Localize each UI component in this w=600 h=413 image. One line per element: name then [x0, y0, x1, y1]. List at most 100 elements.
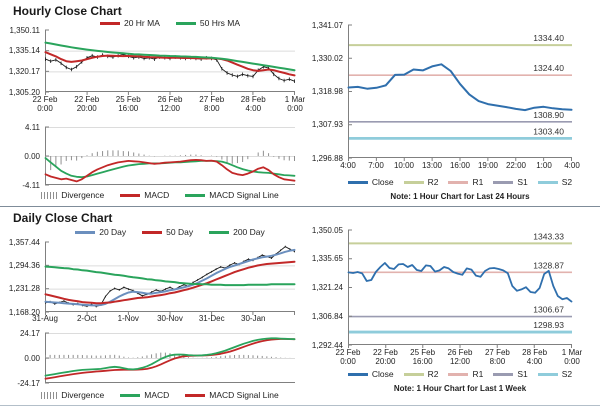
x-tick-label: 4:00 [564, 161, 580, 170]
legend-item-macd: MACD [120, 390, 169, 400]
line-swatch-icon [185, 393, 206, 397]
hourly-price-chart [44, 29, 296, 95]
x-tick-label: 13:00 [421, 161, 443, 170]
line-swatch-icon [175, 21, 196, 25]
legend-item-s1: S1 [493, 177, 528, 187]
x-tick-label: 7:00 [368, 161, 384, 170]
legend-item-divergence: Divergence [41, 190, 104, 200]
legend-item-divergence: Divergence [41, 390, 104, 400]
x-tick-label: 22:00 [505, 161, 527, 170]
legend-item-close: Close [347, 177, 394, 187]
pivot-24h-legend: Close R2 R1 S1 S2 [340, 177, 580, 187]
line-swatch-icon [537, 180, 558, 184]
hourly-macd-legend: Divergence MACD MACD Signal Line [20, 190, 300, 200]
daily-section-title: Daily Close Chart [13, 211, 113, 225]
pivot-level-label: 1343.33 [533, 231, 564, 241]
line-swatch-icon [493, 180, 514, 184]
legend-item-macd-signal-line: MACD Signal Line [185, 190, 279, 200]
y-tick-label: 1,296.88 [311, 153, 343, 163]
pivot-week-legend: Close R2 R1 S1 S2 [340, 369, 580, 379]
legend-label: 200 Day [233, 227, 265, 237]
daily-ma-legend: 20 Day 50 Day 200 Day [45, 227, 295, 237]
pivot-week-y-axis: 1,350.05 1,335.65 1,321.24 1,306.84 1,292.44 [300, 226, 345, 350]
y-tick-label: 1,320.17 [8, 66, 40, 76]
x-tick-label: 22 Feb 0:00 [32, 95, 58, 113]
line-swatch-icon [142, 230, 163, 234]
line-swatch-icon [347, 372, 368, 376]
legend-item-macd: MACD [120, 190, 169, 200]
y-tick-label: -24.17 [17, 378, 40, 388]
x-tick-label: 30-Jan [241, 314, 266, 323]
line-swatch-icon [209, 230, 230, 234]
daily-macd-chart [44, 332, 296, 384]
pivot-week-chart: 1343.33 1328.87 1306.67 1298.93 [347, 229, 573, 348]
legend-item-200-day: 200 Day [209, 227, 265, 237]
y-tick-label: 0.00 [24, 151, 40, 161]
hourly-price-y-axis: 1,350.11 1,335.14 1,320.17 1,305.20 [0, 26, 42, 97]
x-tick-label: 31-Aug [32, 314, 58, 323]
x-tick-label: 27 Feb 8:00 [484, 348, 510, 366]
line-swatch-icon [493, 372, 514, 376]
legend-item-s2: S2 [537, 177, 573, 187]
pivot-24h-chart: 1334.40 1324.40 1308.90 1303.40 [347, 24, 573, 161]
pivot-24h-note: Note: 1 Hour Chart for Last 24 Hours [390, 192, 530, 201]
pivot-level-label: 1308.90 [533, 110, 564, 120]
hourly-section-title: Hourly Close Chart [13, 4, 122, 18]
y-tick-label: 1,307.93 [311, 120, 343, 130]
legend-item-s1: S1 [493, 369, 528, 379]
legend-item-r2: R2 [403, 177, 439, 187]
x-tick-label: 1:00 [536, 161, 552, 170]
legend-label: MACD [144, 190, 170, 200]
pivot-level-label: 1324.40 [533, 63, 564, 73]
bottom-divider [0, 405, 600, 406]
daily-macd-legend: Divergence MACD MACD Signal Line [20, 390, 300, 400]
legend-label: Close [371, 177, 394, 187]
legend-label: S2 [561, 177, 573, 187]
x-tick-label: 30-Nov [157, 314, 183, 323]
x-tick-label: 19:00 [477, 161, 499, 170]
y-tick-label: -4.11 [22, 180, 40, 190]
y-tick-label: 1,335.65 [311, 254, 343, 264]
section-divider [0, 206, 600, 207]
legend-item-r1: R1 [448, 369, 483, 379]
legend-label: 20 Hr MA [123, 18, 160, 28]
x-tick-label: 4:00 [340, 161, 356, 170]
x-tick-label: 28 Feb 4:00 [240, 95, 266, 113]
pivot-week-note: Note: 1 Hour Chart for Last 1 Week [393, 384, 527, 393]
legend-label: MACD Signal Line [209, 190, 279, 200]
hourly-macd-y-axis: 4.11 0.00 -4.11 [0, 123, 42, 190]
legend-label: S1 [517, 369, 528, 379]
line-swatch-icon [99, 21, 120, 25]
line-swatch-icon [120, 193, 141, 197]
x-tick-label: 27 Feb 8:00 [199, 95, 225, 113]
legend-label: S2 [561, 369, 573, 379]
daily-price-y-axis: 1,357.44 1,294.36 1,231.28 1,168.20 [0, 238, 42, 317]
y-tick-label: 1,330.02 [311, 53, 343, 63]
legend-item-50-hrs-ma: 50 Hrs MA [175, 18, 241, 28]
x-tick-label: 22 Feb 20:00 [74, 95, 100, 113]
y-tick-label: 1,318.98 [311, 86, 343, 96]
x-tick-label: 26 Feb 12:00 [157, 95, 183, 113]
legend-label: R2 [427, 177, 439, 187]
legend-label: 50 Hrs MA [199, 18, 241, 28]
line-swatch-icon [448, 180, 469, 184]
y-tick-label: 24.17 [19, 328, 40, 338]
legend-item-r1: R1 [448, 177, 483, 187]
x-tick-label: 10:00 [393, 161, 415, 170]
y-tick-label: 1,292.44 [311, 340, 343, 350]
pivot-level-label: 1298.93 [533, 320, 564, 330]
x-tick-label: 28 Feb 4:00 [522, 348, 548, 366]
pivot-level-label: 1306.67 [533, 305, 564, 315]
line-swatch-icon [185, 193, 206, 197]
x-tick-label: 1 Mar 0:00 [561, 348, 583, 366]
pivot-24h-y-axis: 1,341.07 1,330.02 1,318.98 1,307.93 1,296.88 [300, 21, 345, 163]
y-tick-label: 1,321.24 [311, 283, 343, 292]
legend-label: 20 Day [99, 227, 127, 237]
legend-label: 50 Day [166, 227, 194, 237]
legend-label: MACD [144, 390, 170, 400]
legend-item-50-day: 50 Day [142, 227, 193, 237]
x-tick-label: 31-Dec [198, 314, 225, 323]
y-tick-label: 1,335.14 [8, 46, 40, 56]
y-tick-label: 1,306.84 [311, 311, 343, 321]
x-tick-label: 26 Feb 12:00 [447, 348, 473, 366]
